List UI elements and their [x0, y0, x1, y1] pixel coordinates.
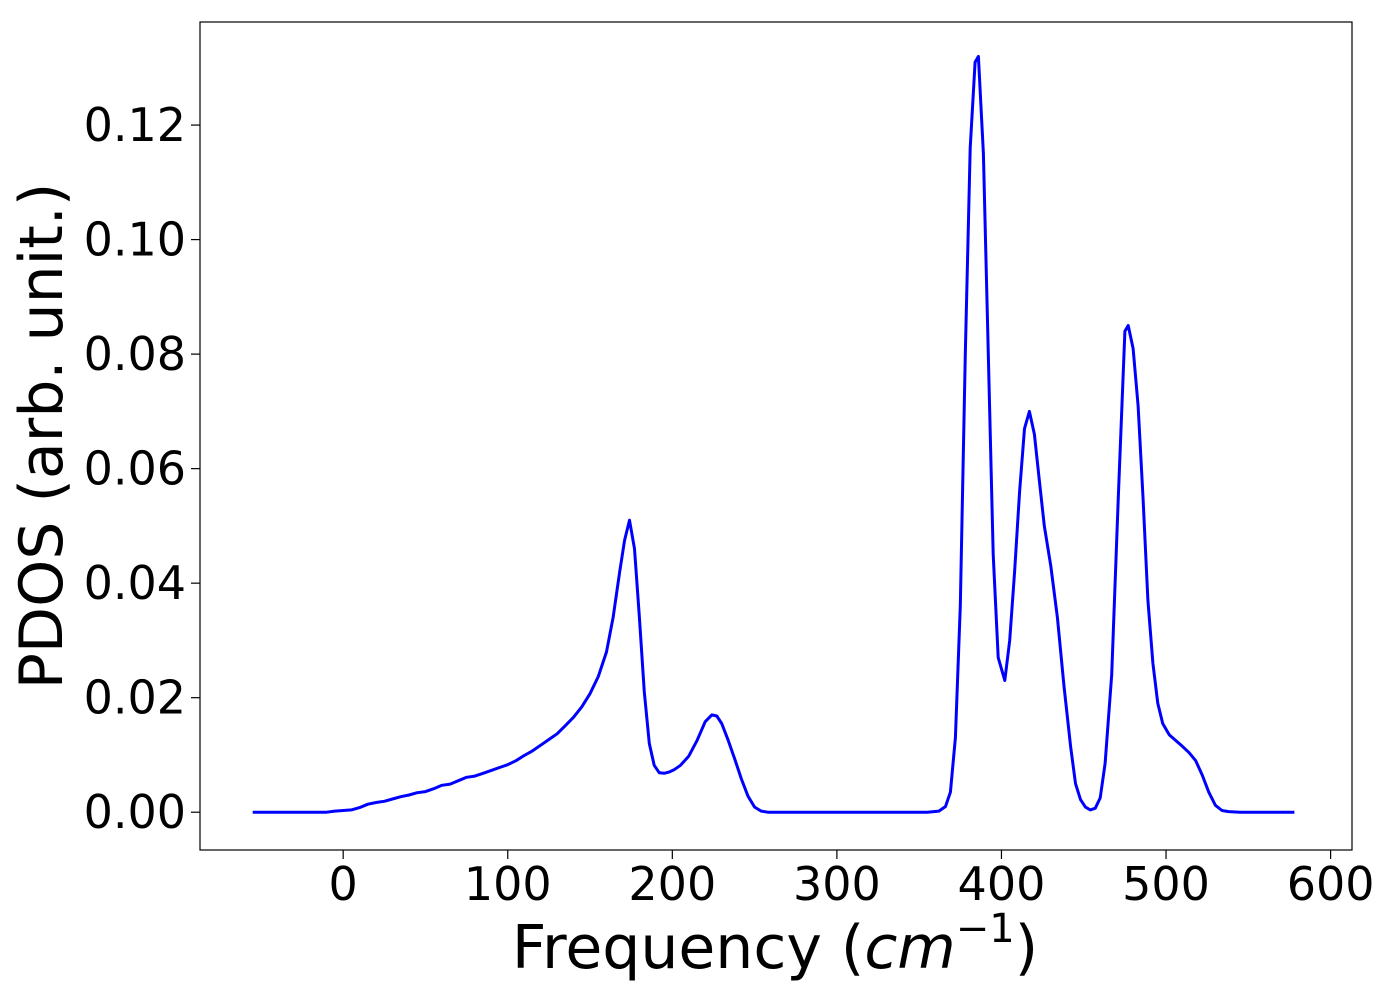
x-tick-label: 100 — [464, 857, 552, 911]
pdos-series-line — [252, 54, 1295, 814]
plot-area — [199, 21, 1353, 851]
y-tick-label: 0.00 — [84, 785, 186, 839]
x-tick-label: 300 — [793, 857, 881, 911]
x-axis: 0 100 200 300 400 500 600 — [329, 850, 1375, 911]
y-tick-label: 0.06 — [84, 442, 186, 496]
x-tick-label: 400 — [958, 857, 1046, 911]
x-axis-title: Frequency (cm−1) — [512, 906, 1038, 983]
y-axis: 0.00 0.02 0.04 0.06 0.08 0.10 0.12 — [84, 98, 200, 839]
y-tick-label: 0.04 — [84, 556, 186, 610]
y-tick-label: 0.02 — [84, 671, 186, 725]
x-tick-label: 500 — [1122, 857, 1210, 911]
x-tick-label: 200 — [628, 857, 716, 911]
y-tick-label: 0.12 — [84, 98, 186, 152]
y-axis-title: PDOS (arb. unit.) — [7, 183, 77, 690]
plot-frame — [199, 21, 1353, 851]
y-tick-label: 0.10 — [84, 213, 186, 267]
y-tick-label: 0.08 — [84, 327, 186, 381]
x-tick-label: 0 — [329, 857, 358, 911]
x-tick-label: 600 — [1287, 857, 1375, 911]
